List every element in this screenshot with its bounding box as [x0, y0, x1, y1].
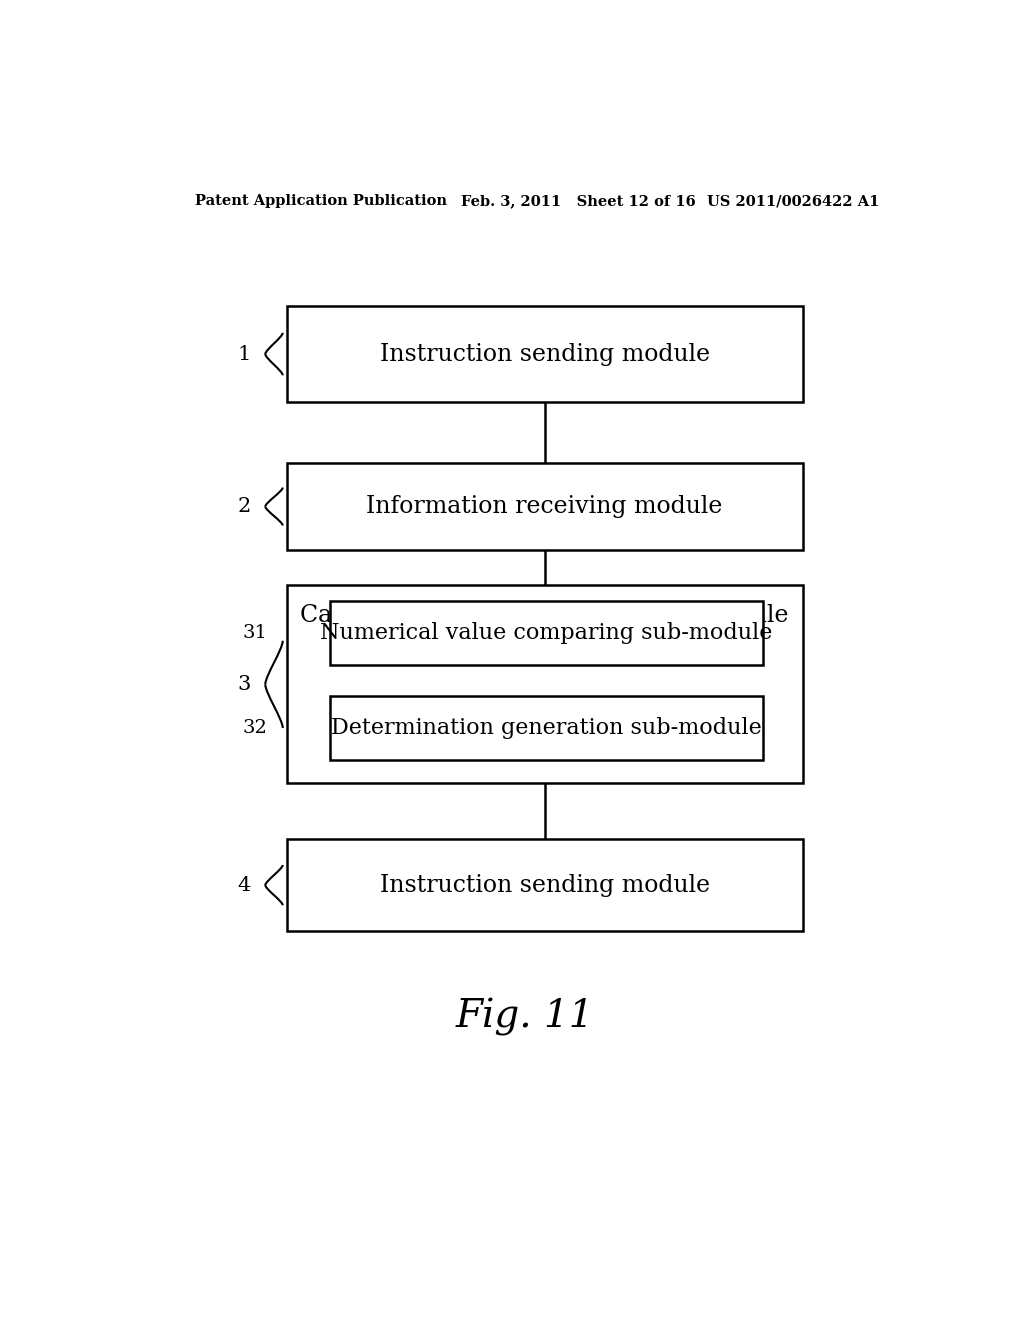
- Text: Instruction sending module: Instruction sending module: [380, 874, 710, 896]
- Text: Carrier frequency determination module: Carrier frequency determination module: [300, 603, 788, 627]
- Text: Numerical value comparing sub-module: Numerical value comparing sub-module: [321, 622, 773, 644]
- Bar: [287, 840, 803, 931]
- Text: Information receiving module: Information receiving module: [367, 495, 723, 517]
- Bar: [287, 463, 803, 549]
- Text: Instruction sending module: Instruction sending module: [380, 343, 710, 366]
- Text: Feb. 3, 2011   Sheet 12 of 16: Feb. 3, 2011 Sheet 12 of 16: [461, 194, 696, 209]
- Text: 31: 31: [242, 623, 267, 642]
- Bar: [287, 306, 803, 403]
- Text: 4: 4: [238, 875, 251, 895]
- Text: US 2011/0026422 A1: US 2011/0026422 A1: [708, 194, 880, 209]
- Text: 2: 2: [238, 498, 251, 516]
- Text: Fig. 11: Fig. 11: [456, 998, 594, 1036]
- Text: Determination generation sub-module: Determination generation sub-module: [331, 717, 762, 739]
- Text: 32: 32: [242, 719, 267, 737]
- Bar: [331, 696, 763, 760]
- Text: 3: 3: [238, 675, 251, 694]
- Bar: [331, 601, 763, 664]
- Text: Patent Application Publication: Patent Application Publication: [196, 194, 447, 209]
- Bar: [287, 585, 803, 784]
- Text: 1: 1: [238, 345, 251, 363]
